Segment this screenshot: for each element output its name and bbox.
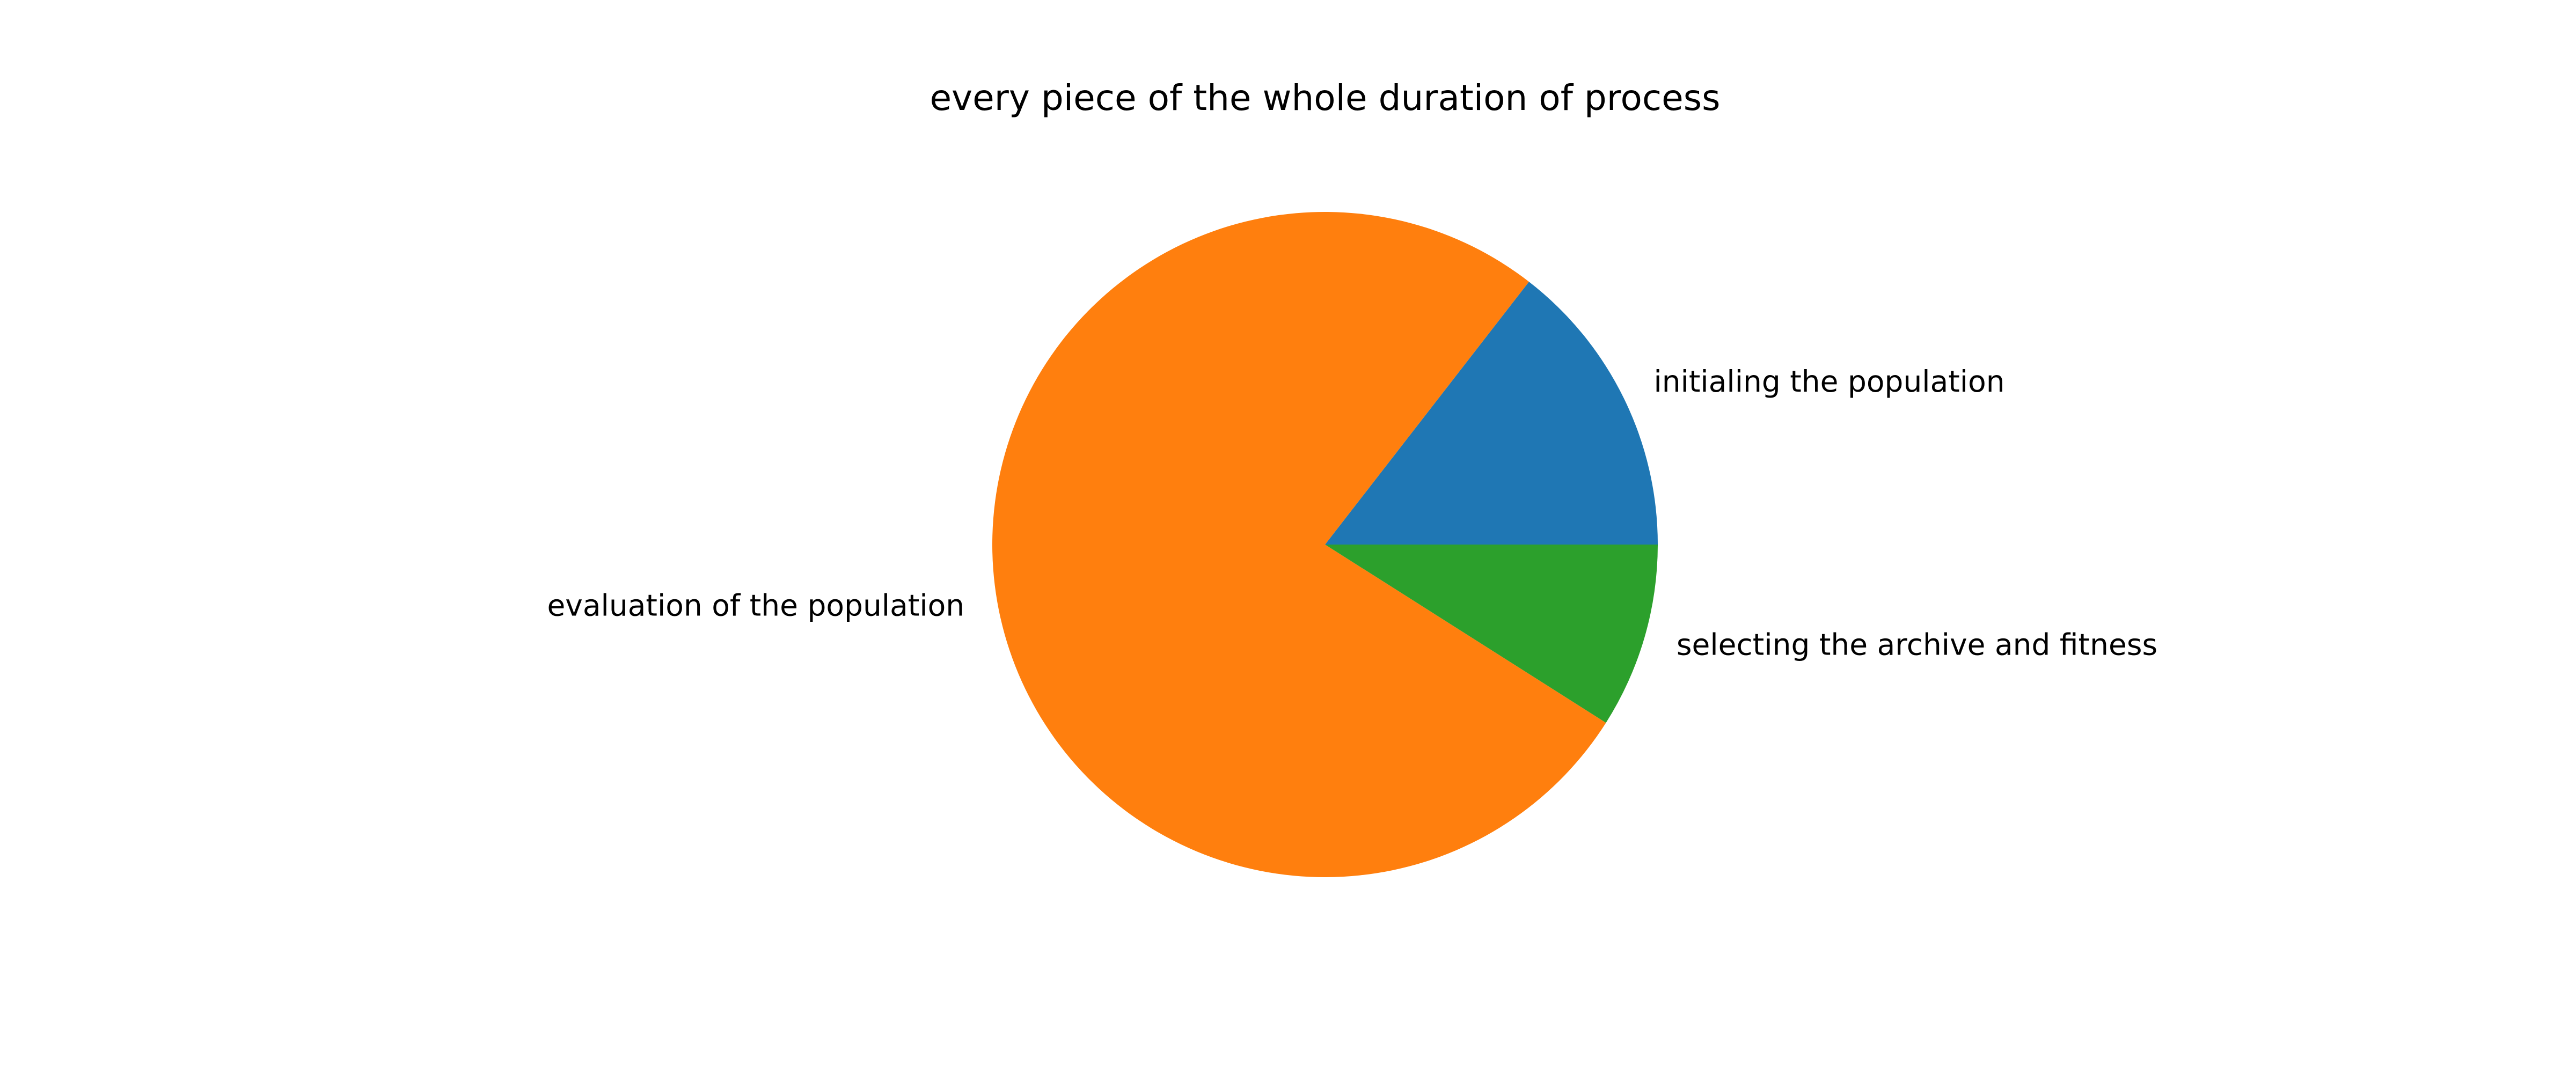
pie-slices [992,211,1658,877]
pie-slice-label-3: selecting the archive and fitness [1677,627,2157,662]
pie-labels: initialing the population evaluation of t… [547,364,2157,662]
pie-slice-2 [992,211,1606,877]
pie-slice-3 [1325,545,1658,723]
pie-slice-label-2: evaluation of the population [547,588,964,622]
chart-title: every piece of the whole duration of pro… [930,77,1720,119]
pie-slice-1 [1325,282,1658,545]
pie-slice-label-1: initialing the population [1653,364,2004,399]
